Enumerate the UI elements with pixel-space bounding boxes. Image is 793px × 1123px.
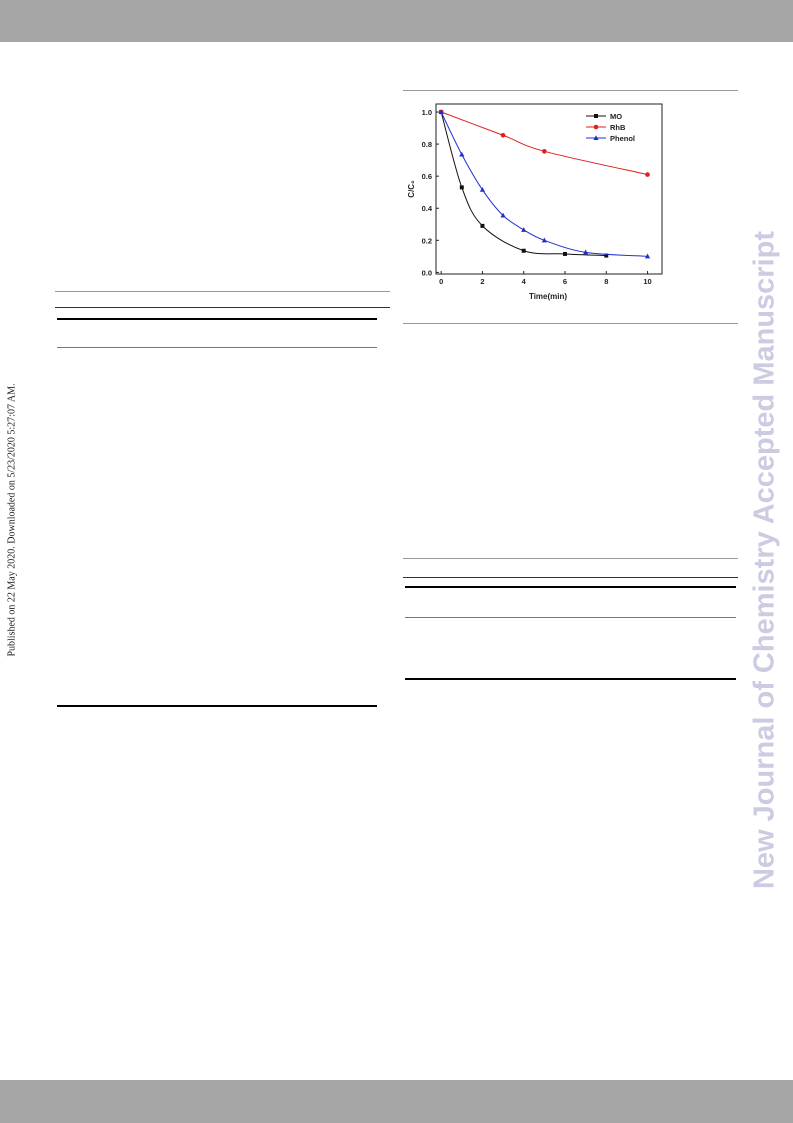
sidebar: Published on 22 May 2020. Downloaded on … [6,383,18,657]
plot-frame [435,103,663,275]
x-tick-label: 8 [604,277,608,286]
header-bar [0,0,793,42]
series-line [440,111,648,257]
marker [604,253,609,258]
series-line [440,111,648,176]
marker [562,251,567,256]
legend-label: Phenol [610,134,635,143]
marker [593,124,599,130]
marker [521,227,527,232]
watermark: New Journal of Chemistry Accepted Manusc… [748,230,781,890]
legend-label: RhB [610,123,626,132]
x-tick-label: 2 [480,277,484,286]
marker [438,109,444,115]
marker [594,114,598,118]
rule [403,323,738,324]
marker [583,249,589,255]
rule [55,291,390,292]
y-axis-title: C/C₀ [407,180,416,198]
y-tick-label: 1.0 [422,108,432,117]
marker [541,237,547,243]
marker [480,223,485,228]
rule [403,90,738,91]
marker [459,185,464,190]
marker [500,132,506,138]
rule [403,558,738,559]
legend-label: MO [610,112,622,121]
x-tick-label: 0 [439,277,443,286]
marker [459,151,465,157]
x-tick-label: 6 [563,277,567,286]
marker [593,135,599,140]
marker [542,149,547,154]
y-tick-label: 0.4 [422,204,433,213]
marker [645,172,650,177]
x-tick-label: 4 [522,277,527,286]
y-tick-label: 0.8 [422,140,432,149]
rule [405,586,736,588]
x-tick-label: 10 [643,277,651,286]
marker [644,253,651,259]
marker [500,212,506,218]
footer-bar [0,1080,793,1123]
rule [405,617,736,618]
rule [55,307,390,308]
marker [521,248,526,253]
series-line [440,111,607,257]
rule [405,678,736,680]
rule [57,705,377,707]
y-tick-label: 0.0 [422,268,432,277]
rule [403,577,738,578]
y-tick-label: 0.2 [422,236,432,245]
x-axis-title: Time(min) [529,292,567,301]
figure: Time(min) C/C₀ 0 2 4 6 8 10 0.0 0.2 0.4 0.6 0.8 1.0… [407,103,663,301]
y-tick-label: 0.6 [422,172,432,181]
marker [479,187,486,192]
rule [57,318,377,320]
rule [57,347,377,348]
